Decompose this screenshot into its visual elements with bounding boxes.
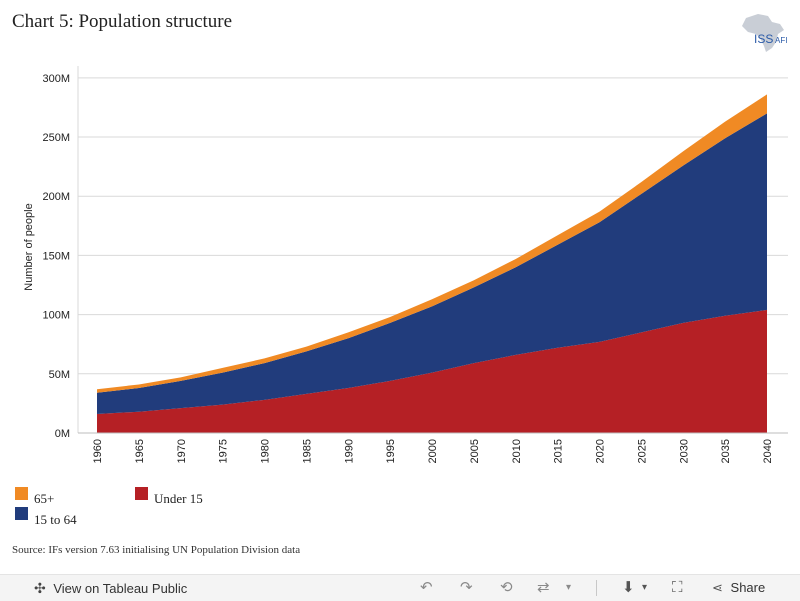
y-tick-label: 300M (42, 73, 70, 85)
x-tick-label: 2005 (469, 439, 481, 463)
x-tick-label: 1985 (301, 439, 313, 463)
y-tick-label: 50M (49, 369, 70, 381)
chevron-down-icon[interactable]: ▾ (566, 582, 572, 593)
area-age15to64[interactable] (97, 113, 767, 415)
x-tick-label: 2020 (595, 439, 607, 463)
area-series (97, 94, 767, 433)
x-tick-label: 1990 (343, 439, 355, 463)
chart-title: Chart 5: Population structure (12, 11, 233, 32)
x-tick-label: 1975 (218, 439, 230, 463)
share-button[interactable]: ⋖ Share (712, 579, 765, 597)
redo-icon[interactable]: ↷ (460, 579, 473, 596)
legend-label-under15: Under 15 (154, 491, 203, 506)
y-tick-label: 0M (55, 428, 70, 440)
revert-icon[interactable]: ⟲ (500, 579, 513, 596)
y-tick-label: 250M (42, 132, 70, 144)
y-axis-label: Number of people (23, 203, 35, 290)
y-tick-label: 150M (42, 250, 70, 262)
legend-label-65plus: 65+ (34, 491, 55, 506)
download-chevron-icon[interactable]: ▾ (642, 582, 648, 593)
africa-map-icon (742, 14, 784, 52)
x-tick-label: 2030 (678, 439, 690, 463)
x-tick-label: 1960 (92, 439, 104, 463)
tableau-toolbar: ✣ View on Tableau Public ↶ ↷ ⟲ ⇄ ▾ ⬇ ▾ ⛶… (0, 574, 800, 601)
x-tick-label: 1970 (176, 439, 188, 463)
y-tick-label: 100M (42, 310, 70, 322)
share-icon: ⋖ (712, 580, 723, 595)
y-axis: 0M 50M 100M 150M 200M 250M 300M (42, 66, 79, 440)
legend-swatch-15to64[interactable] (15, 507, 28, 520)
tableau-logo-icon: ✣ (34, 580, 46, 596)
logo-iss-text: ISS (754, 32, 773, 46)
x-tick-label: 2035 (720, 439, 732, 463)
iss-africa-logo: ISS AFI (742, 14, 787, 52)
view-on-tableau-label: View on Tableau Public (53, 581, 188, 596)
x-tick-label: 2000 (427, 439, 439, 463)
x-tick-label: 2010 (511, 439, 523, 463)
view-on-tableau-link[interactable]: ✣ View on Tableau Public (34, 579, 187, 597)
legend-label-15to64: 15 to 64 (34, 512, 77, 527)
toolbar-divider (596, 580, 597, 596)
refresh-icon[interactable]: ⇄ (537, 579, 550, 596)
x-axis: 1960 1965 1970 1975 1980 1985 1990 1995 2000 2005… (78, 432, 788, 463)
x-tick-label: 1995 (385, 439, 397, 463)
x-tick-label: 1965 (134, 439, 146, 463)
undo-icon[interactable]: ↶ (420, 579, 433, 596)
download-icon[interactable]: ⬇ (622, 579, 635, 596)
x-tick-label: 2040 (762, 439, 774, 463)
fullscreen-icon[interactable]: ⛶ (672, 579, 683, 596)
y-tick-label: 200M (42, 191, 70, 203)
legend-swatch-under15[interactable] (135, 487, 148, 500)
area-under15[interactable] (97, 309, 767, 433)
x-tick-label: 2015 (553, 439, 565, 463)
share-label: Share (730, 580, 766, 595)
logo-afi-text: AFI (775, 36, 787, 45)
x-tick-label: 1980 (260, 439, 272, 463)
source-note: Source: IFs version 7.63 initialising UN… (12, 544, 301, 556)
legend-swatch-65plus[interactable] (15, 487, 28, 500)
x-tick-label: 2025 (636, 439, 648, 463)
